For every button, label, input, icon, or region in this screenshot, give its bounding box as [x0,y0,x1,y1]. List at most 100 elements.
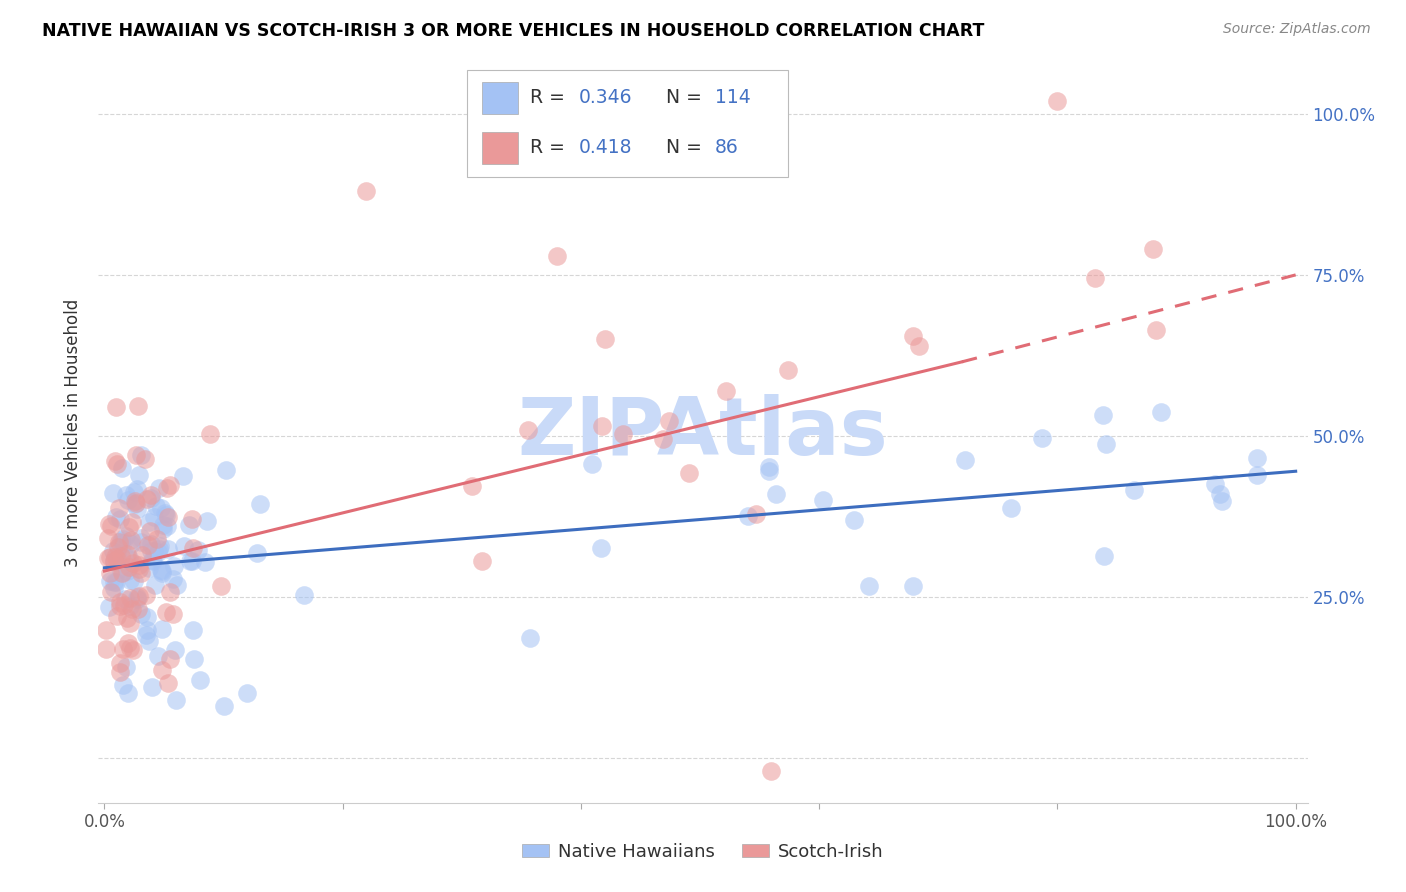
Point [195,514,218,528]
Point [118,591,141,605]
Point [1211,493,1233,508]
Point [159,652,181,666]
Point [246,546,269,560]
Point [129,566,152,581]
Point [903,329,925,343]
Point [153,507,176,521]
Point [658,413,681,427]
Point [127,502,149,516]
Point [117,547,139,561]
Point [1142,242,1164,256]
Point [612,426,634,441]
Point [955,452,977,467]
Point [177,518,200,533]
Point [678,466,700,480]
Point [765,487,787,501]
Point [517,423,540,437]
Point [236,686,259,700]
Point [194,555,217,569]
Point [142,510,165,524]
Point [156,509,179,524]
Point [356,184,378,198]
Point [111,460,134,475]
Point [112,598,135,612]
Point [146,545,169,559]
Point [162,572,184,586]
Point [135,627,157,641]
Point [103,581,125,595]
Point [758,464,780,478]
Point [118,520,141,534]
Point [1123,483,1146,498]
Bar [482,132,517,164]
Point [110,512,132,526]
Point [105,545,128,559]
Point [101,543,124,558]
Point [98,566,121,580]
Point [148,482,170,496]
Text: 114: 114 [716,88,751,107]
Text: N =: N = [665,138,707,157]
Point [118,640,141,655]
Point [214,463,236,477]
Point [181,512,204,526]
Point [152,518,174,533]
Point [737,508,759,523]
Point [150,564,173,578]
Point [811,492,834,507]
Point [104,454,127,468]
Point [157,542,180,557]
Point [111,565,134,579]
Point [461,479,484,493]
Point [173,539,195,553]
Point [150,663,173,677]
Point [107,457,129,471]
Point [98,549,121,564]
Point [842,513,865,527]
Point [155,606,177,620]
Point [108,657,131,671]
Point [135,588,157,602]
Point [107,540,129,554]
Text: Source: ZipAtlas.com: Source: ZipAtlas.com [1223,22,1371,37]
Point [139,524,162,538]
Point [105,510,128,524]
Point [181,541,204,555]
Point [120,533,142,548]
Legend: Native Hawaiians, Scotch-Irish: Native Hawaiians, Scotch-Irish [515,836,891,868]
Point [105,608,128,623]
Point [110,549,132,564]
Text: 0.418: 0.418 [578,138,631,157]
Point [200,427,222,442]
Point [122,643,145,657]
Point [120,574,142,588]
Point [155,518,177,533]
Point [778,363,800,377]
Point [129,607,152,622]
Point [103,554,125,568]
Text: ZIPAtlas: ZIPAtlas [517,393,889,472]
Point [142,553,165,567]
Point [181,624,204,638]
Point [111,535,134,549]
Point [146,533,169,547]
Point [1031,431,1053,445]
Point [135,610,157,624]
Point [122,556,145,570]
Point [1204,477,1226,491]
Point [104,401,127,415]
Point [758,459,780,474]
Point [100,584,122,599]
Point [212,699,235,714]
Point [138,560,160,574]
Point [117,564,139,578]
Point [593,332,616,346]
Point [97,551,120,566]
Point [716,384,738,399]
Point [651,432,673,446]
Point [108,500,131,515]
Point [761,764,783,778]
Point [135,623,157,637]
Point [152,522,174,536]
Text: N =: N = [665,88,707,107]
